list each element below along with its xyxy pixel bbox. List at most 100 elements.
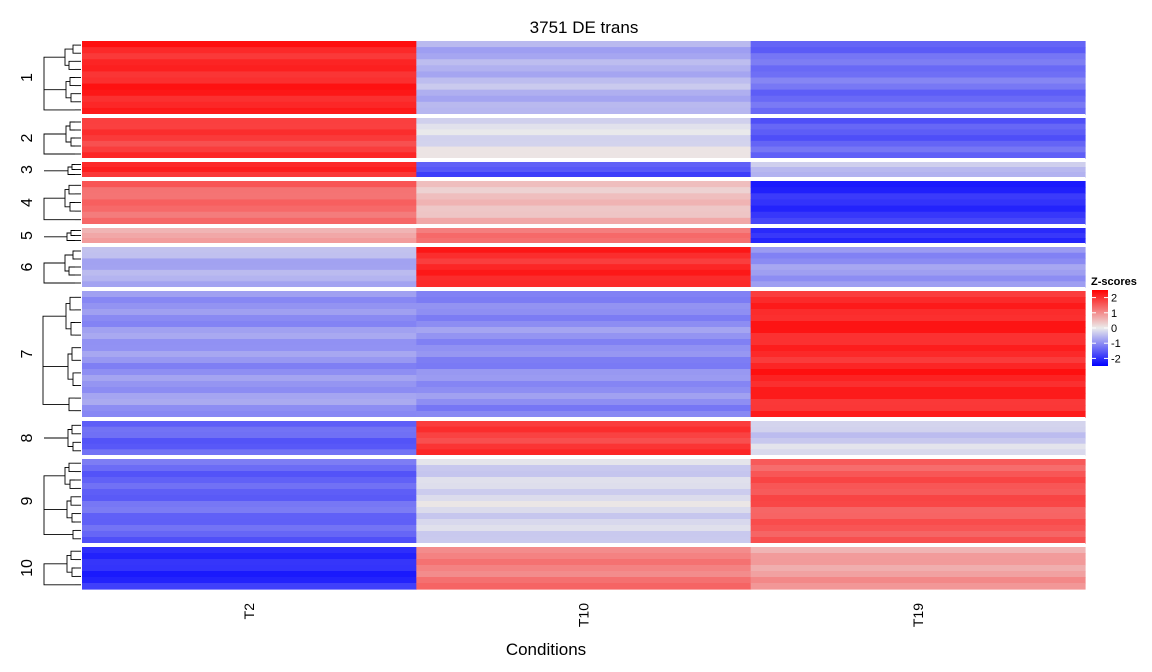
cell-strip: [750, 83, 1086, 91]
cell-strip: [416, 118, 752, 125]
cell-strip: [750, 303, 1086, 310]
cell-strip: [416, 47, 752, 54]
cell-strip: [416, 162, 752, 168]
cell-strip: [750, 187, 1086, 194]
cluster-separator: [82, 243, 1085, 247]
x-axis-title: Conditions: [506, 640, 586, 659]
cell-strip: [82, 53, 417, 60]
cell-strip: [416, 291, 752, 298]
cell-strip: [82, 281, 417, 288]
legend-tick-label: 2: [1111, 293, 1117, 305]
dendrogram-cluster-10: [43, 550, 81, 586]
dendrogram-branch: [69, 479, 75, 489]
cell-strip: [416, 393, 752, 400]
cell-strip: [750, 228, 1086, 234]
cell-strip: [416, 553, 752, 560]
cell-strip: [750, 537, 1086, 544]
dendrogram-cluster-3: [44, 164, 81, 175]
cell-strip: [82, 41, 417, 48]
cell-strip: [416, 258, 752, 265]
cell-strip: [82, 199, 417, 207]
dendrogram-root: [42, 315, 69, 405]
cell-strip: [416, 193, 752, 201]
cell-cluster-3-T2: [82, 162, 417, 178]
cell-strip: [750, 345, 1086, 352]
cell-strip: [416, 252, 752, 260]
dendrogram-branch: [72, 372, 75, 386]
cell-strip: [750, 513, 1086, 520]
cell-strip: [82, 291, 417, 298]
cell-strip: [750, 269, 1086, 277]
cell-strip: [416, 459, 752, 466]
cell-strip: [750, 565, 1086, 572]
cell-strip: [82, 405, 417, 412]
cell-cluster-7-T19: [750, 291, 1086, 418]
cell-strip: [750, 399, 1086, 406]
dendrogram-branch: [71, 513, 75, 523]
cell-strip: [750, 217, 1086, 225]
cell-strip: [82, 327, 417, 334]
row-cluster-label: 7: [19, 349, 36, 358]
cell-strip: [416, 321, 752, 328]
cell-strip: [82, 167, 417, 173]
dendrogram-branch: [68, 60, 75, 70]
cell-strip: [750, 405, 1086, 412]
dendrogram-branch: [67, 166, 75, 175]
cell-strip: [82, 426, 417, 433]
cell-cluster-5-T19: [750, 228, 1086, 244]
cell-strip: [82, 465, 417, 472]
cell-cluster-6-T2: [82, 247, 417, 288]
cell-cluster-3-T10: [416, 162, 752, 178]
cell-cluster-8-T2: [82, 421, 417, 456]
dendrogram-branch: [69, 121, 75, 131]
cell-strip: [750, 238, 1086, 244]
cell-strip: [750, 443, 1086, 450]
cell-strip: [82, 101, 417, 109]
cell-strip: [750, 571, 1086, 578]
cell-strip: [416, 375, 752, 382]
cell-strip: [82, 571, 417, 578]
cell-strip: [750, 531, 1086, 538]
cell-strip: [416, 83, 752, 91]
dendrogram-root: [43, 197, 75, 221]
cell-cluster-6-T10: [416, 247, 752, 288]
cell-strip: [416, 199, 752, 207]
cell-cluster-6-T19: [750, 247, 1086, 288]
cell-strip: [750, 577, 1086, 584]
row-cluster-label: 8: [19, 433, 36, 442]
cell-strip: [416, 140, 752, 148]
cell-strip: [416, 123, 752, 131]
cell-cluster-8-T10: [416, 421, 752, 456]
dendrogram-branch: [69, 202, 75, 212]
cell-strip: [750, 333, 1086, 340]
cell-cluster-3-T19: [750, 162, 1086, 178]
dendrogram-branch: [70, 230, 75, 236]
cell-strip: [750, 211, 1086, 219]
cell-strip: [750, 381, 1086, 388]
cell-strip: [82, 269, 417, 277]
cell-strip: [416, 95, 752, 103]
cell-strip: [416, 357, 752, 364]
cell-strip: [750, 291, 1086, 298]
cluster-separator: [82, 114, 1085, 118]
cluster-separator: [82, 158, 1085, 162]
cell-cluster-1-T2: [82, 41, 417, 115]
cell-strip: [750, 369, 1086, 376]
cell-strip: [82, 369, 417, 376]
cell-strip: [82, 333, 417, 340]
cell-strip: [82, 471, 417, 478]
cell-strip: [416, 471, 752, 478]
cell-strip: [82, 47, 417, 54]
cell-strip: [82, 238, 417, 244]
cell-strip: [750, 501, 1086, 508]
dendrogram-branch: [70, 550, 75, 561]
dendrogram-cluster-9: [43, 462, 81, 540]
cell-strip: [416, 309, 752, 316]
heatmap-cells: [82, 41, 1086, 590]
cell-strip: [416, 247, 752, 254]
cell-strip: [82, 495, 417, 502]
cell-strip: [82, 519, 417, 526]
cell-strip: [416, 167, 752, 173]
cell-strip: [82, 565, 417, 572]
cell-strip: [416, 205, 752, 213]
